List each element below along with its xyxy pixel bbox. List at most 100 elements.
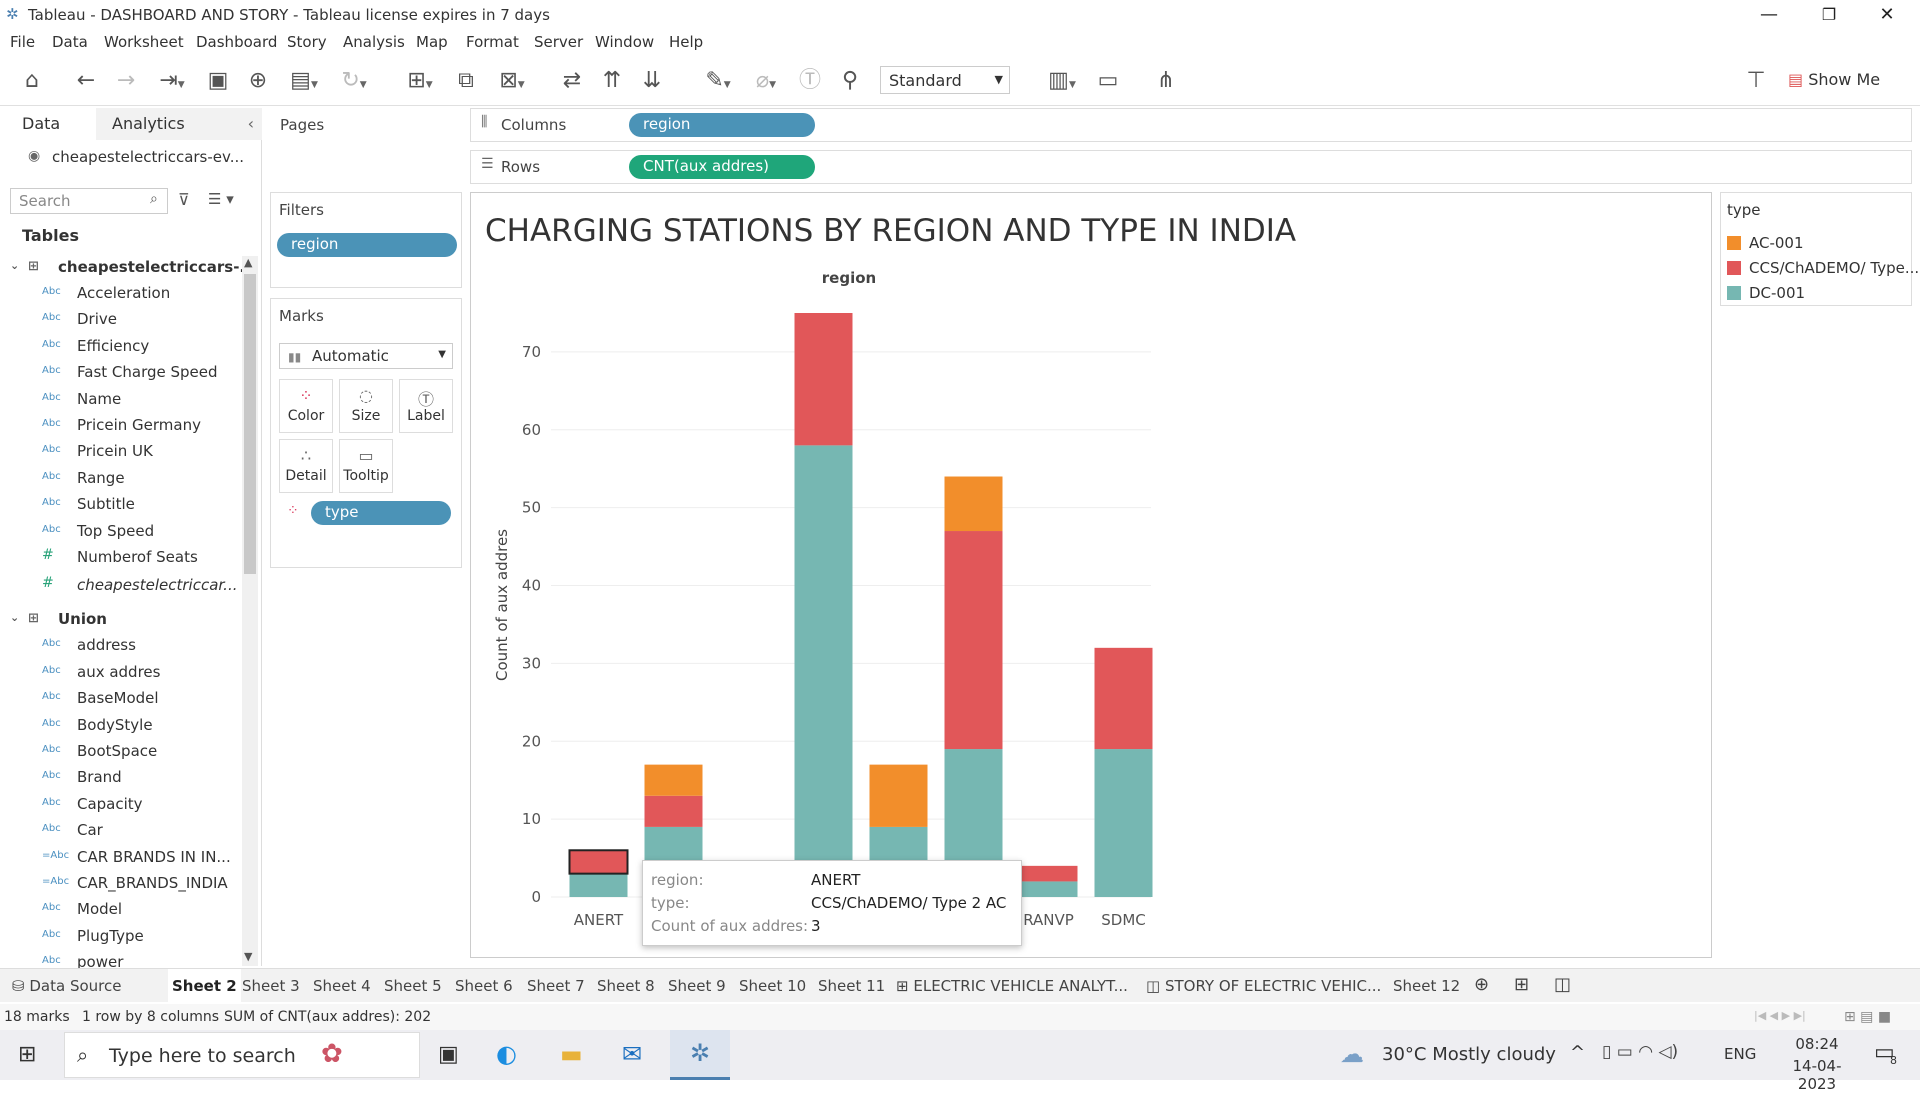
bar-segment[interactable]: [644, 795, 703, 827]
refresh-icon[interactable]: ↻▼: [341, 68, 367, 93]
edge-browser-icon[interactable]: ◐: [496, 1040, 517, 1068]
tab-sheet-5[interactable]: Sheet 5: [384, 977, 442, 995]
field-item[interactable]: Abc Efficiency: [0, 335, 240, 357]
task-view-icon[interactable]: ▣: [438, 1042, 459, 1067]
weather-text[interactable]: 30°C Mostly cloudy: [1382, 1044, 1556, 1065]
undo-icon[interactable]: ←: [76, 68, 96, 93]
field-item[interactable]: Abc BodyStyle: [0, 714, 240, 736]
field-item[interactable]: Abc BaseModel: [0, 687, 240, 709]
file-explorer-icon[interactable]: ▬: [560, 1040, 583, 1068]
stacked-bar-chart[interactable]: CHARGING STATIONS BY REGION AND TYPE IN …: [471, 193, 1711, 957]
field-item[interactable]: Abc Range: [0, 467, 240, 489]
fix-axes-icon[interactable]: ⚲: [841, 68, 859, 93]
bar-segment[interactable]: [569, 850, 628, 874]
mail-icon[interactable]: ✉: [622, 1040, 643, 1068]
menu-format[interactable]: Format: [466, 33, 519, 51]
highlight-icon[interactable]: ✎▼: [705, 68, 731, 93]
field-item[interactable]: Abc address: [0, 634, 240, 656]
minimize-button[interactable]: —: [1760, 4, 1778, 25]
home-icon[interactable]: ⌂: [25, 68, 39, 93]
scroll-up-icon[interactable]: ▲: [244, 256, 253, 269]
field-item[interactable]: Abc Acceleration: [0, 282, 240, 304]
detail-button[interactable]: ∴ Detail: [279, 439, 333, 493]
tab-dashboard[interactable]: ⊞ ELECTRIC VEHICLE ANALYT...: [896, 977, 1128, 995]
bar-segment[interactable]: [1019, 881, 1078, 897]
collapse-pane-icon[interactable]: ‹: [247, 114, 254, 133]
expand-chevron-icon[interactable]: ⌄: [10, 259, 20, 272]
tab-sheet-12[interactable]: Sheet 12: [1393, 977, 1461, 995]
field-item[interactable]: Abc PlugType: [0, 925, 240, 947]
pages-card[interactable]: Pages: [270, 108, 462, 184]
tab-sheet-7[interactable]: Sheet 7: [527, 977, 585, 995]
bar-segment[interactable]: [1019, 865, 1078, 882]
expand-chevron-icon[interactable]: ⌄: [10, 611, 20, 625]
language-indicator[interactable]: ENG: [1724, 1045, 1757, 1063]
filter-pill-region[interactable]: region: [277, 233, 457, 257]
tab-sheet-3[interactable]: Sheet 3: [242, 977, 300, 995]
field-item[interactable]: =Abc CAR_BRANDS_INDIA: [0, 872, 240, 894]
selected-mark-outline[interactable]: [568, 849, 629, 875]
columns-pill-region[interactable]: region: [629, 113, 815, 137]
tray-icons[interactable]: ▯ ▭ ◠ ◁): [1602, 1042, 1679, 1062]
bar-segment[interactable]: [794, 445, 853, 897]
close-button[interactable]: ✕: [1879, 4, 1895, 25]
field-item[interactable]: Abc power: [0, 951, 240, 973]
bar-segment[interactable]: [944, 531, 1003, 750]
field-item[interactable]: Abc Drive: [0, 308, 240, 330]
search-input[interactable]: Search: [10, 188, 168, 214]
new-worksheet-tab-icon[interactable]: ⊕: [1474, 974, 1490, 995]
clock-date[interactable]: 14-04-2023: [1792, 1057, 1842, 1093]
tab-sheet-9[interactable]: Sheet 9: [668, 977, 726, 995]
bar-segment[interactable]: [1094, 647, 1153, 750]
field-item[interactable]: # cheapestelectriccar...: [0, 574, 240, 596]
clear-sheet-icon[interactable]: ⊠▼: [499, 68, 525, 93]
label-button[interactable]: Ⓣ Label: [399, 379, 453, 433]
menu-worksheet[interactable]: Worksheet: [104, 33, 184, 51]
mark-type-select[interactable]: ▮▮ Automatic ▼: [279, 343, 453, 369]
field-item[interactable]: Abc Subtitle: [0, 493, 240, 515]
marks-pill-type[interactable]: type: [311, 501, 451, 525]
bar-segment[interactable]: [794, 313, 853, 446]
tab-sheet-10[interactable]: Sheet 10: [739, 977, 807, 995]
sheet-nav-icon[interactable]: |◀ ◀ ▶ ▶|: [1754, 1009, 1806, 1022]
rows-shelf[interactable]: ☰ Rows CNT(aux addres): [470, 150, 1912, 184]
viz-area[interactable]: CHARGING STATIONS BY REGION AND TYPE IN …: [470, 192, 1712, 958]
menu-server[interactable]: Server: [534, 33, 584, 51]
chevron-up-icon[interactable]: ^: [1570, 1042, 1586, 1063]
fit-select[interactable]: Standard ▼: [880, 66, 1010, 94]
sort-ascending-icon[interactable]: ⇈: [602, 68, 622, 93]
tab-sheet-4[interactable]: Sheet 4: [313, 977, 371, 995]
share-icon[interactable]: ⋔: [1156, 68, 1176, 93]
new-datasource-icon[interactable]: ⊕: [248, 68, 268, 93]
bar-segment[interactable]: [869, 764, 928, 827]
restore-button[interactable]: ❐: [1821, 5, 1837, 24]
scroll-down-icon[interactable]: ▼: [244, 950, 253, 963]
field-item[interactable]: =Abc CAR BRANDS IN IN...: [0, 846, 240, 868]
field-item[interactable]: Abc Car: [0, 819, 240, 841]
notifications-icon[interactable]: ▭: [1874, 1040, 1895, 1065]
show-me-button[interactable]: ▤ Show Me: [1788, 70, 1880, 89]
bar-segment[interactable]: [569, 873, 628, 897]
tab-data-source[interactable]: ⛁ Data Source: [12, 977, 121, 995]
menu-help[interactable]: Help: [669, 33, 704, 51]
menu-map[interactable]: Map: [416, 33, 448, 51]
tab-story[interactable]: ◫ STORY OF ELECTRIC VEHIC...: [1146, 977, 1381, 995]
tableau-taskbar-icon[interactable]: ✲: [670, 1030, 730, 1080]
field-item[interactable]: Abc Pricein UK: [0, 440, 240, 462]
field-item[interactable]: Abc Fast Charge Speed: [0, 361, 240, 383]
field-item[interactable]: Abc Pricein Germany: [0, 414, 240, 436]
columns-shelf[interactable]: ⫼ Columns region: [470, 108, 1912, 142]
tab-sheet-2[interactable]: Sheet 2: [168, 969, 241, 1003]
field-item[interactable]: Abc Brand: [0, 766, 240, 788]
show-cards-icon[interactable]: ▥▼: [1048, 68, 1076, 93]
field-item[interactable]: Abc aux addres: [0, 661, 240, 683]
group-members-icon[interactable]: ⌀▼: [755, 68, 777, 93]
new-story-tab-icon[interactable]: ◫: [1554, 974, 1572, 995]
swap-rows-columns-icon[interactable]: ⇄: [562, 68, 582, 93]
menu-window[interactable]: Window: [595, 33, 655, 51]
tab-analytics[interactable]: Analytics ‹: [96, 108, 262, 140]
field-item[interactable]: # Numberof Seats: [0, 546, 240, 568]
paint-format-icon[interactable]: ⊤: [1746, 68, 1766, 93]
clock-time[interactable]: 08:24: [1795, 1035, 1839, 1053]
sort-descending-icon[interactable]: ⇊: [642, 68, 662, 93]
